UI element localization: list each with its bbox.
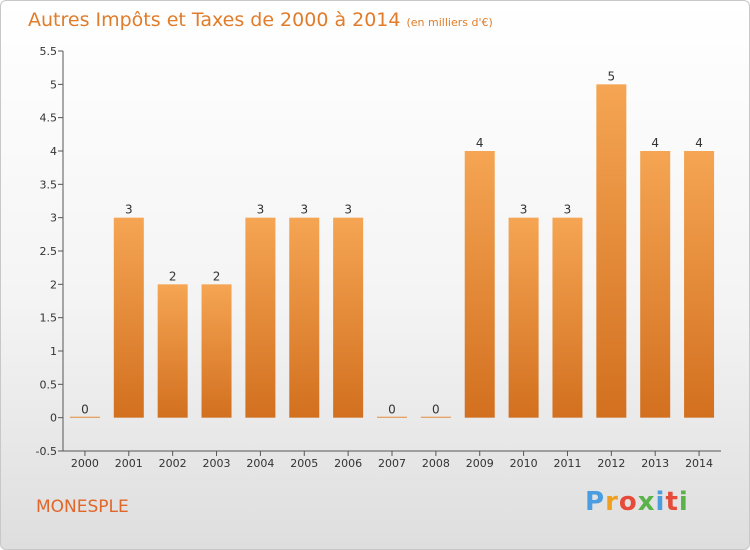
y-tick-label: 3 (50, 212, 57, 225)
bar (69, 416, 100, 418)
logo-letter: t (665, 487, 679, 517)
bar (333, 217, 364, 418)
data-label: 3 (344, 203, 352, 217)
chart-title: Autres Impôts et Taxes de 2000 à 2014 (en… (28, 9, 493, 31)
x-tick-label: 2006 (334, 457, 362, 470)
chart-subtitle: (en milliers d'€) (406, 16, 493, 29)
logo-letter: i (655, 487, 666, 517)
data-label: 0 (388, 403, 396, 417)
place-name: MONESPLE (36, 497, 129, 517)
logo-letter: i (678, 487, 689, 517)
y-tick-label: 2 (50, 278, 57, 291)
data-label: 2 (169, 269, 177, 283)
x-tick-label: 2010 (510, 457, 538, 470)
data-label: 2 (213, 269, 221, 283)
bar (157, 284, 188, 418)
y-tick-label: -0.5 (36, 445, 57, 458)
y-tick-label: 5 (50, 78, 57, 91)
y-tick-label: 4.5 (40, 112, 58, 125)
data-label: 5 (608, 69, 616, 83)
x-tick-label: 2002 (159, 457, 187, 470)
bar (552, 217, 583, 418)
logo-letter: r (605, 487, 619, 517)
logo-letter: P (585, 487, 606, 517)
y-tick-label: 5.5 (40, 45, 58, 58)
bar (596, 84, 627, 418)
x-tick-label: 2008 (422, 457, 450, 470)
data-label: 0 (81, 403, 89, 417)
data-label: 4 (651, 136, 659, 150)
y-tick-label: 0.5 (40, 378, 58, 391)
y-tick-label: 1.5 (40, 312, 58, 325)
proxiti-logo: Proxiti (585, 487, 689, 517)
logo-letter: o (618, 487, 638, 517)
bar (113, 217, 144, 418)
x-tick-label: 2011 (553, 457, 581, 470)
y-tick-label: 2.5 (40, 245, 58, 258)
bar (289, 217, 320, 418)
x-tick-label: 2003 (203, 457, 231, 470)
bar-series (69, 84, 715, 418)
bar (201, 284, 232, 418)
data-label: 4 (695, 136, 703, 150)
x-tick-label: 2013 (641, 457, 669, 470)
y-tick-label: 1 (50, 345, 57, 358)
x-tick-label: 2009 (466, 457, 494, 470)
data-label: 4 (476, 136, 484, 150)
data-label: 3 (125, 203, 133, 217)
bar (464, 151, 495, 418)
data-labels: 0 3 2 2 3 3 3 0 0 4 3 3 5 4 4 (81, 69, 703, 416)
y-axis: -0.5 0 0.5 1 1.5 2 2.5 3 3.5 4 4.5 5 5.5 (36, 45, 64, 458)
bar (420, 416, 451, 418)
bar (377, 416, 407, 418)
data-label: 3 (257, 203, 265, 217)
bar (508, 217, 539, 418)
x-axis: 2000 2001 2002 2003 2004 2005 2006 2007 2008 2009… (63, 450, 721, 470)
x-tick-label: 2000 (71, 457, 99, 470)
x-tick-label: 2012 (597, 457, 625, 470)
x-tick-label: 2007 (378, 457, 406, 470)
data-label: 3 (564, 203, 572, 217)
x-tick-label: 2005 (290, 457, 318, 470)
x-tick-label: 2004 (246, 457, 274, 470)
x-tick-label: 2014 (685, 457, 713, 470)
chart-title-text: Autres Impôts et Taxes de 2000 à 2014 (28, 9, 401, 31)
y-tick-label: 3.5 (40, 178, 58, 191)
x-tick-label: 2001 (115, 457, 143, 470)
bar (245, 217, 276, 418)
data-label: 3 (300, 203, 308, 217)
bar (640, 151, 671, 418)
y-tick-label: 0 (50, 412, 57, 425)
data-label: 3 (520, 203, 528, 217)
data-label: 0 (432, 403, 440, 417)
y-tick-label: 4 (50, 145, 57, 158)
bar (684, 151, 715, 418)
logo-letter: x (637, 487, 656, 517)
